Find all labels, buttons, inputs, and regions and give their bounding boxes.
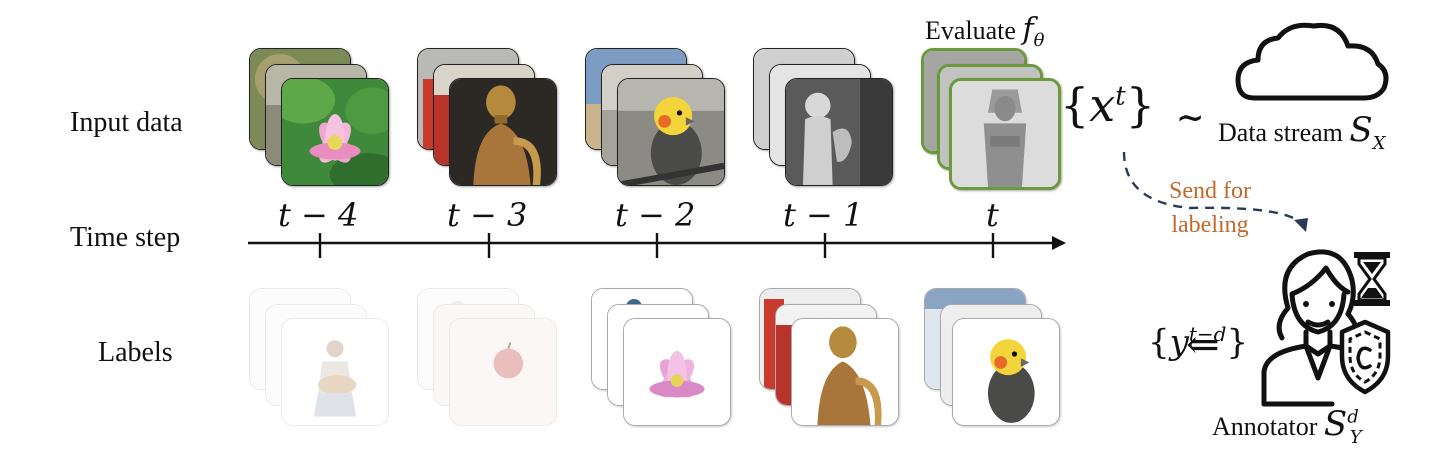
lotus-label-image	[623, 318, 731, 426]
parrot-image	[617, 78, 725, 186]
time-step-label: t − 4	[278, 196, 359, 234]
parrot-label-image	[952, 318, 1060, 426]
input-stack-t-3	[417, 48, 557, 188]
annotator-symbol: SdY	[1323, 404, 1362, 448]
label-stack-t	[924, 288, 1064, 428]
f-theta-symbol: fθ	[1022, 12, 1045, 51]
evaluate-text: Evaluate	[925, 16, 1016, 45]
double-arrow-symbol: ⇐	[1186, 322, 1220, 368]
golden-statue-image	[449, 78, 557, 186]
data-stream-caption: Data stream SX	[1218, 110, 1386, 154]
annotator-caption: Annotator SdY	[1212, 404, 1362, 448]
send-for-labeling-text: Send for labeling	[1169, 178, 1251, 238]
tilde-symbol: ∼	[1176, 98, 1205, 138]
data-stream-text: Data stream	[1218, 118, 1343, 147]
label-stack-t-2	[591, 288, 731, 428]
time-step-label: t	[986, 196, 999, 234]
time-step-label: t − 1	[783, 196, 864, 234]
input-stack-t-4	[249, 48, 389, 188]
time-step-label: t − 3	[447, 196, 528, 234]
input-set-notation: {xt}	[1060, 78, 1155, 132]
cloud-icon	[1235, 22, 1389, 101]
row-label-input-data: Input data	[70, 107, 183, 138]
input-stack-t-1	[753, 48, 893, 188]
input-stack-t	[921, 48, 1061, 190]
label-stack-t-3	[417, 288, 557, 428]
golden-statue-label-image	[791, 318, 899, 426]
data-stream-symbol: SX	[1349, 110, 1386, 154]
annotator-text: Annotator	[1212, 412, 1318, 441]
egyptian-statue-image	[949, 78, 1061, 190]
row-label-time-step: Time step	[70, 222, 181, 253]
guitarist-image	[281, 318, 389, 426]
bw-statue-image	[785, 78, 893, 186]
input-stack-t-2	[585, 48, 725, 188]
apple-image	[449, 318, 557, 426]
lotus-image	[281, 78, 389, 186]
time-step-label: t − 2	[615, 196, 696, 234]
hourglass-icon	[1354, 252, 1390, 306]
label-stack-t-1	[759, 288, 899, 428]
row-label-labels: Labels	[98, 337, 173, 368]
label-set-notation: {yt−d}	[1148, 322, 1249, 363]
evaluate-caption: Evaluate fθ	[925, 12, 1044, 51]
shield-icon	[1339, 319, 1391, 395]
label-stack-t-4	[249, 288, 389, 428]
